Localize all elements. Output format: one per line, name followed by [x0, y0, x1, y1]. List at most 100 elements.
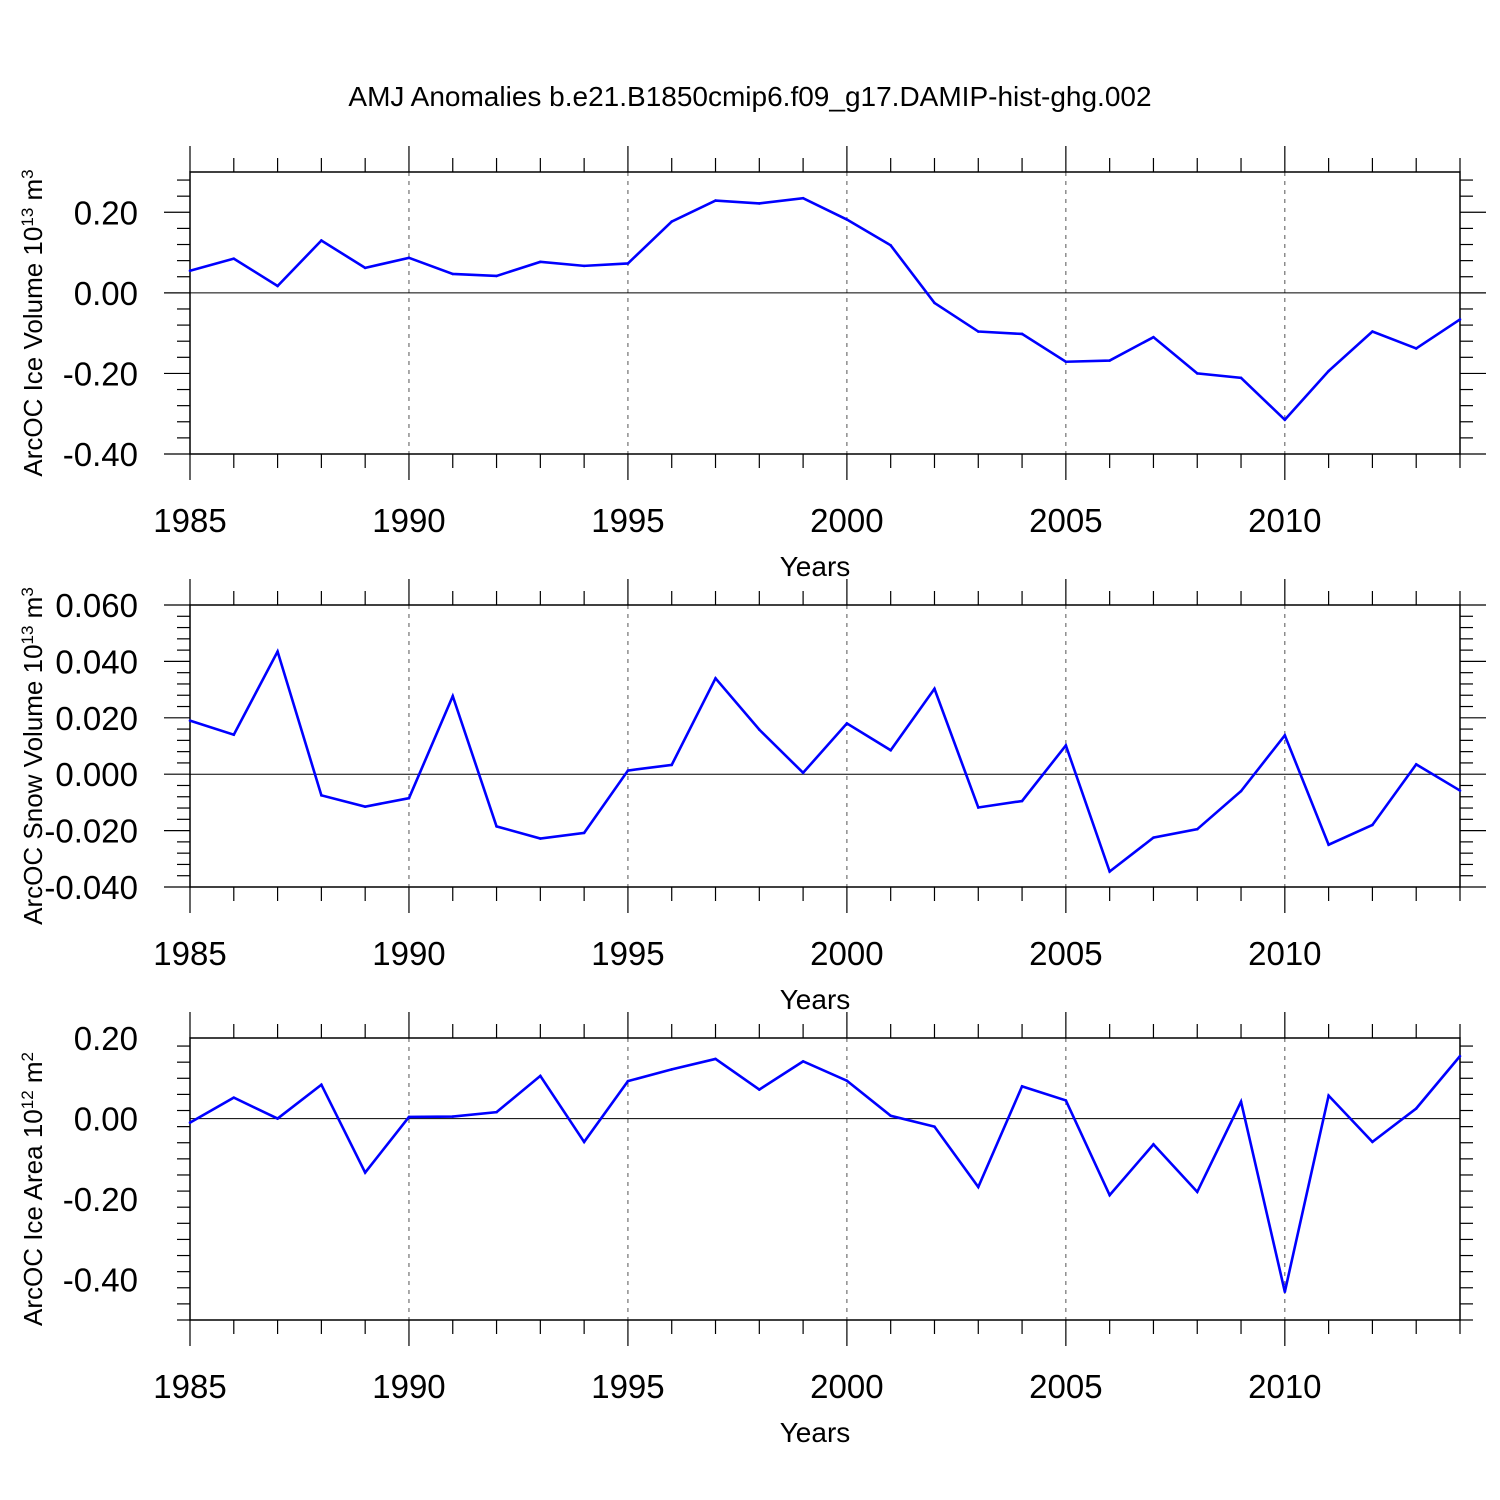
data-point	[1020, 799, 1024, 803]
x-tick-label: 2010	[1248, 935, 1321, 972]
y-axis-label-ylabel-unit-exp: 2	[18, 1052, 37, 1061]
data-point	[626, 769, 630, 772]
data-point	[1152, 836, 1155, 839]
y-tick-label: -0.20	[63, 1181, 138, 1218]
data-point	[626, 262, 630, 265]
data-point	[539, 837, 542, 840]
data-point	[276, 650, 279, 653]
data-point	[889, 244, 892, 247]
data-point	[714, 199, 717, 202]
data-point	[495, 274, 498, 278]
data-point	[758, 202, 761, 205]
plot-frame	[189, 604, 1461, 888]
x-tick-label: 1995	[591, 1368, 664, 1405]
data-point	[889, 1114, 892, 1118]
data-point	[670, 1068, 674, 1071]
data-point	[845, 722, 849, 725]
y-axis-label-ylabel-unit: m	[18, 1061, 48, 1090]
x-tick-label: 2010	[1248, 1368, 1321, 1405]
data-point	[1020, 332, 1024, 336]
x-tick-label: 1985	[153, 502, 226, 539]
data-point	[1064, 1099, 1068, 1102]
data-point	[539, 260, 542, 264]
data-point	[1283, 733, 1287, 737]
y-tick-label: 0.060	[55, 587, 138, 624]
y-axis-label: ArcOC Ice Area 1012 m2	[18, 1052, 49, 1326]
data-point	[1108, 359, 1111, 362]
y-axis-label-ylabel-unit-exp: 3	[18, 587, 37, 596]
y-tick-label: -0.20	[63, 355, 138, 392]
x-axis-label: Years	[780, 551, 851, 582]
chart-title: AMJ Anomalies b.e21.B1850cmip6.f09_g17.D…	[348, 81, 1151, 112]
data-point	[714, 1057, 717, 1061]
data-point	[582, 831, 586, 835]
y-axis-label-ylabel-exp: 13	[18, 208, 37, 227]
y-tick-label: 0.020	[55, 700, 138, 737]
x-tick-label: 1985	[153, 935, 226, 972]
y-axis-label-ylabel-unit: m	[18, 597, 48, 626]
data-point	[1414, 1107, 1418, 1110]
y-axis-label-ylabel-exp: 12	[18, 1090, 37, 1109]
data-point	[801, 771, 805, 775]
data-point	[451, 1115, 455, 1118]
data-point	[845, 1079, 849, 1083]
x-tick-label: 1995	[591, 502, 664, 539]
panel-1: 1985 1990 1995 2000 2005 2010 Years 0.20 0.00 -0.…	[18, 146, 1486, 582]
data-point	[363, 1171, 367, 1174]
data-point	[495, 825, 498, 828]
y-tick-label: -0.020	[44, 813, 138, 850]
data-point	[1458, 318, 1462, 321]
data-point	[451, 272, 455, 276]
data-point	[976, 1185, 980, 1189]
data-point	[1283, 418, 1287, 422]
data-point	[1064, 744, 1068, 747]
panel-2: 1985 1990 1995 2000 2005 2010 Years 0.060 0.040 0…	[18, 579, 1486, 1015]
data-point	[758, 728, 761, 731]
data-point	[1283, 1290, 1287, 1294]
y-tick-label: -0.40	[63, 436, 138, 473]
data-point	[933, 1125, 936, 1128]
x-tick-label: 1990	[372, 502, 445, 539]
data-point	[232, 1096, 236, 1099]
data-point	[889, 748, 892, 752]
data-point	[363, 805, 367, 808]
data-point	[1108, 870, 1111, 873]
data-point	[232, 257, 236, 260]
x-tick-label: 2000	[810, 502, 883, 539]
y-tick-label: 0.00	[74, 1101, 138, 1138]
data-point	[1108, 1193, 1111, 1197]
data-point	[363, 266, 367, 270]
data-point	[188, 269, 192, 273]
data-point	[407, 796, 411, 800]
x-tick-label: 2000	[810, 935, 883, 972]
data-point	[933, 687, 936, 691]
data-point	[276, 284, 279, 288]
data-point	[1239, 1100, 1243, 1103]
data-point	[1458, 1054, 1462, 1058]
data-point	[1371, 823, 1374, 827]
x-tick-label: 2005	[1029, 502, 1102, 539]
y-tick-label: 0.00	[74, 275, 138, 312]
x-tick-label: 1995	[591, 935, 664, 972]
y-axis-label-ylabel-unit: m	[18, 179, 48, 208]
data-point	[1064, 360, 1068, 364]
x-tick-label: 1985	[153, 1368, 226, 1405]
data-point	[1327, 1094, 1330, 1097]
x-axis-label: Years	[780, 984, 851, 1015]
data-point	[1020, 1085, 1024, 1088]
data-point	[1458, 789, 1462, 792]
y-axis-label: ArcOC Ice Volume 1013 m3	[18, 169, 49, 476]
x-tick-label: 1990	[372, 1368, 445, 1405]
data-point	[1195, 1190, 1199, 1194]
x-tick-label: 2005	[1029, 1368, 1102, 1405]
data-point	[188, 719, 192, 722]
data-point	[539, 1074, 542, 1078]
data-point	[976, 330, 980, 333]
x-tick-label: 2010	[1248, 502, 1321, 539]
data-point	[407, 1115, 411, 1119]
data-point	[582, 264, 586, 268]
data-point	[670, 763, 674, 767]
data-point	[407, 256, 411, 260]
data-point	[933, 301, 936, 305]
data-point	[801, 196, 805, 200]
